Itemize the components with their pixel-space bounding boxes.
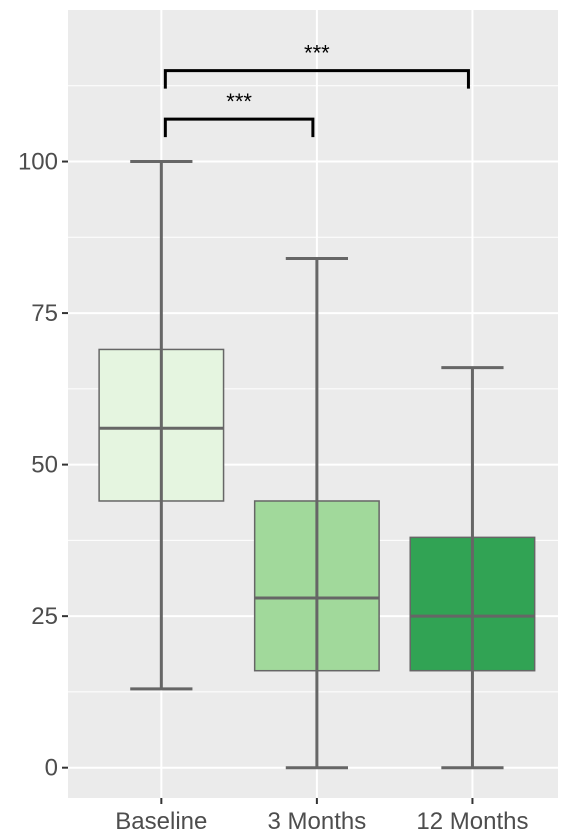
y-tick-label: 0 [45, 755, 58, 782]
significance-bracket: *** [163, 89, 315, 138]
y-tick-label: 50 [31, 452, 58, 479]
box-group [409, 366, 536, 770]
y-tick-label: 25 [31, 603, 58, 630]
bracket-line [163, 69, 470, 89]
axes: 0 25 50 75 100 Baseline 3 Months 12 Months [18, 149, 529, 833]
y-tick-label: 100 [18, 149, 58, 176]
y-tick-label: 75 [31, 300, 58, 327]
x-tick-label: 3 Months [268, 808, 367, 833]
significance-bracket: *** [163, 41, 470, 89]
significance-brackets: *** *** [163, 41, 470, 138]
box-series [98, 160, 536, 770]
significance-label: *** [226, 89, 252, 114]
x-tick-label: Baseline [115, 808, 207, 833]
x-tick-label: 12 Months [416, 808, 528, 833]
significance-label: *** [304, 41, 330, 66]
box-group [253, 257, 380, 770]
bracket-line [163, 117, 315, 138]
box-group [98, 160, 225, 691]
